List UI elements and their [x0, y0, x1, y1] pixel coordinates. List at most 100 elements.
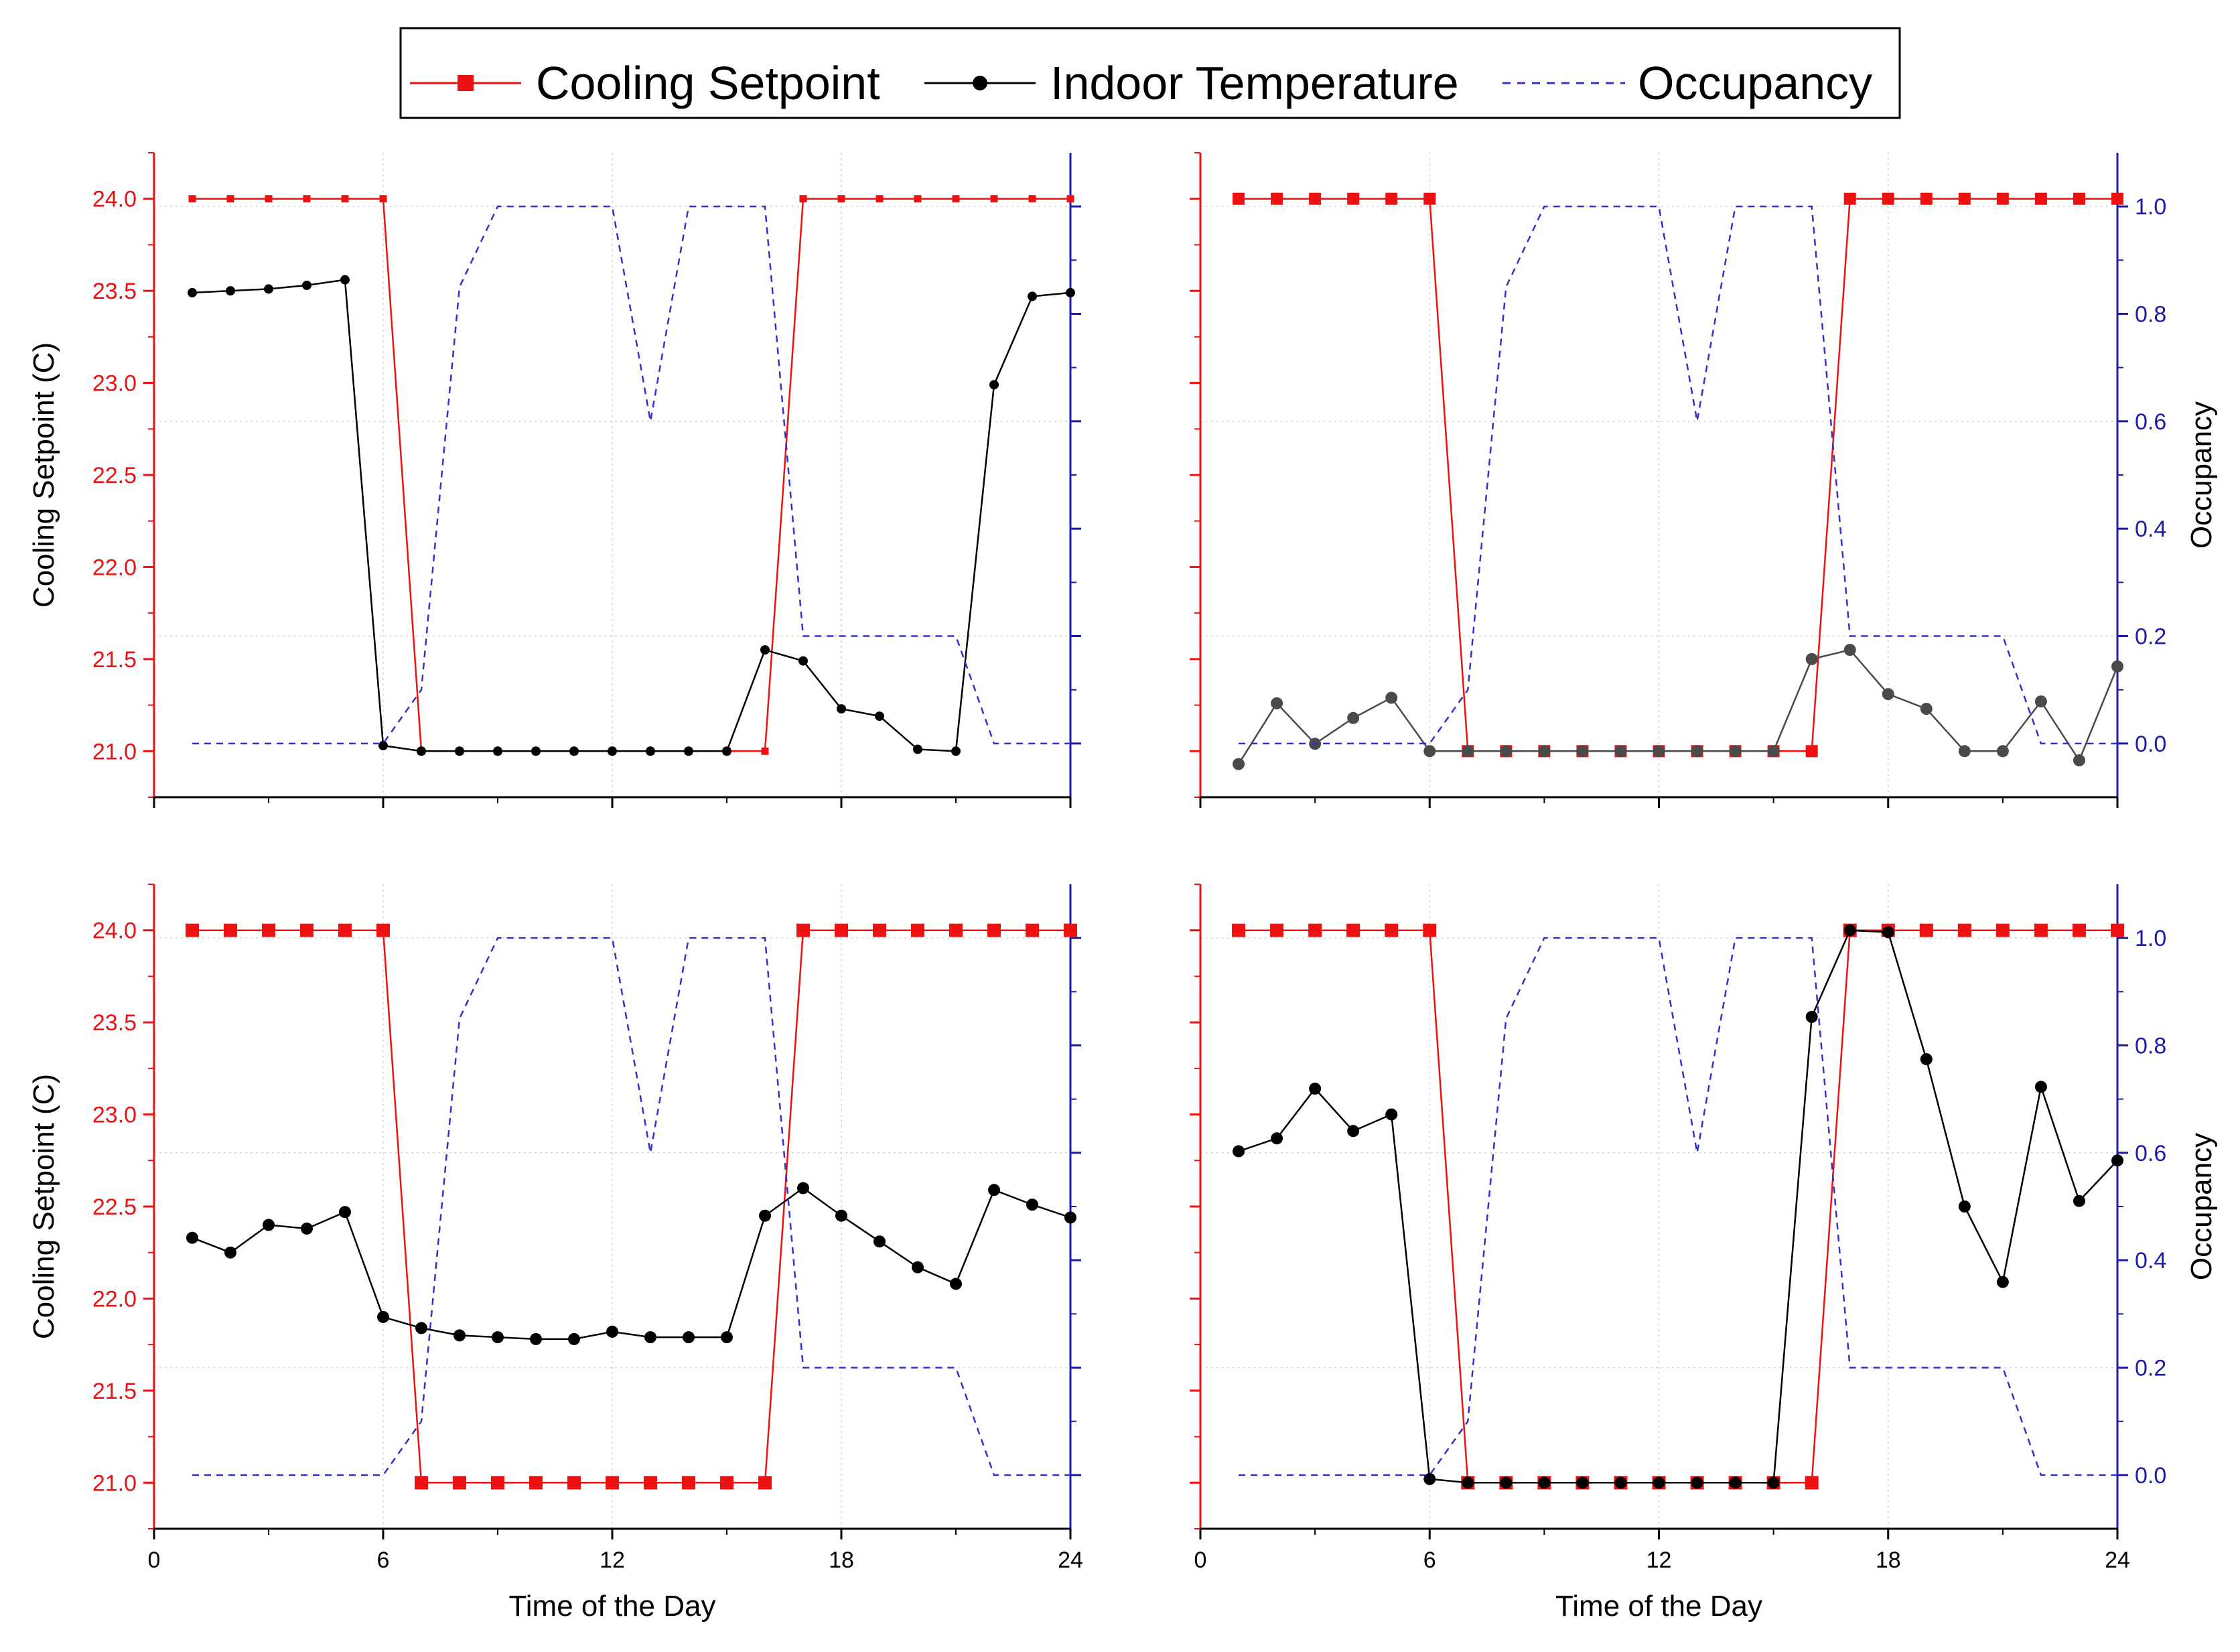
indoor-temperature-marker: [1614, 1476, 1627, 1489]
indoor-temperature-marker: [721, 1331, 733, 1344]
cooling-setpoint-marker: [990, 195, 998, 203]
cooling-setpoint-marker: [1233, 192, 1245, 205]
occupancy-line: [192, 937, 1070, 1476]
cooling-setpoint-marker: [300, 923, 313, 937]
cooling-setpoint-marker: [453, 1476, 466, 1490]
indoor-temperature-marker: [2111, 660, 2123, 673]
cooling-setpoint-marker: [873, 923, 886, 937]
left-tick-label: 21.0: [92, 739, 137, 764]
cooling-setpoint-marker: [1805, 745, 1818, 758]
cooling-setpoint-marker: [567, 1476, 581, 1490]
indoor-temperature-marker: [1576, 745, 1589, 758]
cooling-setpoint-marker: [720, 1476, 733, 1490]
indoor-temperature-marker: [224, 1246, 236, 1259]
x-tick-label: 24: [1058, 1547, 1083, 1573]
right-tick-label: 0.4: [2135, 1248, 2166, 1274]
cooling-setpoint-marker: [1308, 923, 1322, 937]
indoor-temperature-marker: [1653, 745, 1665, 758]
legend-indoor-marker: [973, 76, 987, 90]
indoor-temperature-marker: [951, 746, 961, 756]
cooling-setpoint-marker: [796, 923, 810, 937]
cooling-setpoint-marker: [949, 923, 963, 937]
indoor-temperature-marker: [1423, 1472, 1436, 1485]
legend-occupancy-label: Occupancy: [1638, 57, 1872, 109]
indoor-temperature-marker: [1920, 703, 1933, 715]
x-tick-label: 12: [1647, 1547, 1672, 1573]
left-tick-label: 23.5: [92, 1010, 137, 1036]
cooling-setpoint-marker: [2111, 192, 2123, 205]
indoor-temperature-marker: [873, 1235, 886, 1248]
indoor-temperature-marker: [2073, 754, 2085, 767]
indoor-temperature-marker: [1805, 652, 1818, 665]
left-tick-label: 22.5: [92, 463, 137, 488]
indoor-temperature-marker: [1843, 924, 1856, 937]
cooling-setpoint-marker: [226, 195, 234, 203]
left-tick-label: 22.5: [92, 1194, 137, 1220]
right-tick-label: 0.2: [2135, 1356, 2166, 1381]
indoor-temperature-marker: [1233, 1145, 1245, 1158]
indoor-temperature-marker: [1028, 291, 1037, 301]
indoor-temperature-marker: [1996, 1276, 2009, 1288]
left-tick-label: 24.0: [92, 187, 137, 212]
indoor-temperature-marker: [1767, 1476, 1780, 1489]
indoor-temperature-marker: [1691, 745, 1703, 758]
right-tick-label: 1.0: [2135, 194, 2166, 220]
right-tick-label: 1.0: [2135, 926, 2166, 951]
panel-bottom-right: 0.0 0.2 0.4 0.6 0.8 1.0 0 6 12 18 24 Occupancy Time …: [1190, 884, 2218, 1623]
panel-top-left: 21.0 21.5 22.0 22.5 23.0 23.5 24.0 Cooling Setp…: [27, 152, 1081, 808]
indoor-temperature-marker: [913, 744, 922, 754]
indoor-temperature-marker: [1347, 1125, 1360, 1138]
indoor-temperature-marker: [1271, 697, 1283, 709]
indoor-temperature-marker: [1026, 1198, 1038, 1211]
left-tick-label: 23.0: [92, 371, 137, 397]
indoor-temperature-marker: [1843, 644, 1856, 657]
cooling-setpoint-marker: [1347, 192, 1360, 205]
cooling-setpoint-marker: [2072, 923, 2086, 937]
y-axis-title: Cooling Setpoint (C): [27, 1074, 60, 1339]
cooling-setpoint-line: [192, 198, 1070, 752]
y2-axis-title: Occupancy: [2185, 1133, 2218, 1280]
indoor-temperature-marker: [875, 711, 884, 721]
indoor-temperature-marker: [1958, 745, 1971, 758]
indoor-temperature-marker: [1767, 745, 1780, 758]
cooling-setpoint-marker: [1064, 923, 1077, 937]
left-tick-label: 24.0: [92, 918, 137, 944]
indoor-temperature-marker: [606, 1325, 618, 1338]
cooling-setpoint-marker: [799, 195, 807, 203]
cooling-setpoint-marker: [1423, 923, 1437, 937]
indoor-temperature-marker: [186, 1231, 198, 1244]
indoor-temperature-marker: [531, 746, 541, 756]
indoor-temperature-marker: [1691, 1476, 1703, 1489]
cooling-setpoint-marker: [987, 923, 1001, 937]
indoor-temperature-marker: [1309, 1083, 1322, 1095]
indoor-temperature-marker: [1920, 1053, 1933, 1066]
cooling-setpoint-marker: [1385, 923, 1399, 937]
indoor-temperature-marker: [377, 1310, 389, 1323]
indoor-temperature-marker: [530, 1332, 542, 1345]
indoor-temperature-marker: [264, 284, 273, 294]
cooling-setpoint-marker: [376, 923, 390, 937]
indoor-temperature-marker: [835, 1209, 847, 1222]
cooling-setpoint-marker: [415, 1476, 428, 1490]
legend-cooling-label: Cooling Setpoint: [536, 57, 880, 109]
indoor-temperature-marker: [1347, 711, 1360, 724]
indoor-temperature-marker: [797, 1182, 809, 1194]
indoor-temperature-marker: [2034, 695, 2047, 708]
cooling-setpoint-marker: [224, 923, 237, 937]
right-tick-label: 0.6: [2135, 409, 2166, 435]
indoor-temperature-marker: [1462, 1476, 1474, 1489]
cooling-setpoint-marker: [1805, 1476, 1819, 1490]
left-tick-label: 21.0: [92, 1470, 137, 1496]
indoor-temperature-line: [1238, 929, 2118, 1484]
indoor-temperature-marker: [301, 1222, 313, 1235]
cooling-setpoint-marker: [1423, 192, 1436, 205]
cooling-setpoint-marker: [758, 1476, 772, 1490]
indoor-temperature-marker: [1614, 745, 1627, 758]
cooling-setpoint-marker: [1958, 192, 1971, 205]
cooling-setpoint-marker: [1028, 195, 1036, 203]
right-tick-label: 0.0: [2135, 732, 2166, 757]
cooling-setpoint-marker: [1309, 192, 1322, 205]
indoor-temperature-marker: [1385, 691, 1398, 704]
indoor-temperature-marker: [912, 1261, 924, 1274]
left-tick-label: 23.0: [92, 1103, 137, 1128]
